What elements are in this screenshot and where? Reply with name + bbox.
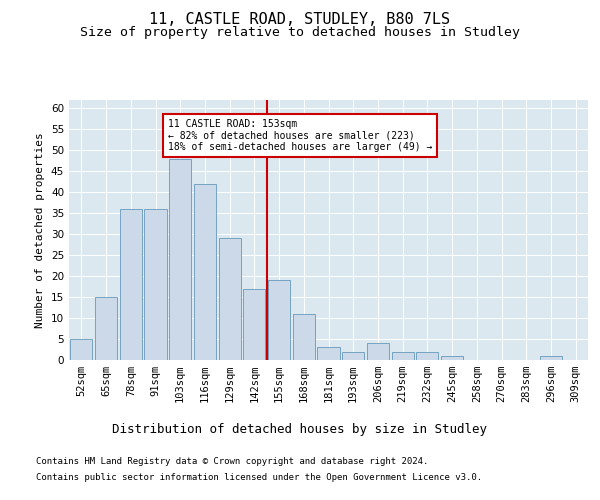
Bar: [540, 356, 562, 360]
Bar: [145, 209, 167, 360]
Y-axis label: Number of detached properties: Number of detached properties: [35, 132, 46, 328]
Bar: [95, 297, 117, 360]
Bar: [119, 209, 142, 360]
Bar: [441, 356, 463, 360]
Text: Contains HM Land Registry data © Crown copyright and database right 2024.: Contains HM Land Registry data © Crown c…: [36, 458, 428, 466]
Text: Distribution of detached houses by size in Studley: Distribution of detached houses by size …: [113, 422, 487, 436]
Bar: [293, 314, 315, 360]
Bar: [392, 352, 414, 360]
Text: Contains public sector information licensed under the Open Government Licence v3: Contains public sector information licen…: [36, 472, 482, 482]
Bar: [367, 343, 389, 360]
Bar: [194, 184, 216, 360]
Bar: [243, 288, 265, 360]
Bar: [218, 238, 241, 360]
Text: 11, CASTLE ROAD, STUDLEY, B80 7LS: 11, CASTLE ROAD, STUDLEY, B80 7LS: [149, 12, 451, 28]
Text: Size of property relative to detached houses in Studley: Size of property relative to detached ho…: [80, 26, 520, 39]
Text: 11 CASTLE ROAD: 153sqm
← 82% of detached houses are smaller (223)
18% of semi-de: 11 CASTLE ROAD: 153sqm ← 82% of detached…: [168, 119, 432, 152]
Bar: [169, 158, 191, 360]
Bar: [268, 280, 290, 360]
Bar: [416, 352, 439, 360]
Bar: [317, 348, 340, 360]
Bar: [342, 352, 364, 360]
Bar: [70, 339, 92, 360]
